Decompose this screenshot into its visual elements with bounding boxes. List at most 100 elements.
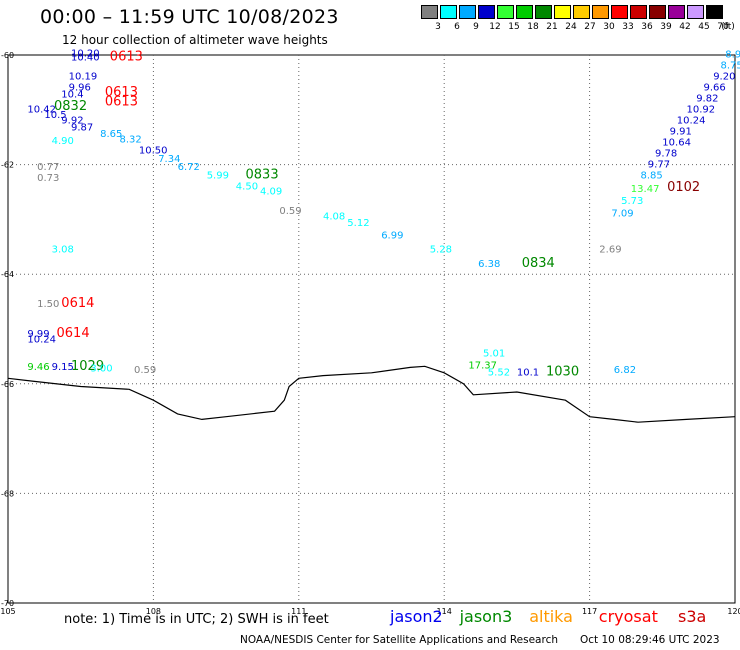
legend-swatch — [630, 5, 647, 19]
legend-swatch — [668, 5, 685, 19]
wave-height-label: 1.50 — [37, 299, 59, 310]
wave-height-label: 10.5 — [44, 110, 66, 121]
pass-time-label: 1030 — [546, 365, 579, 380]
legend-tick-label: 45 — [698, 22, 710, 32]
wave-height-label: 6.72 — [178, 162, 200, 173]
wave-height-label: 5.99 — [207, 170, 229, 181]
wave-height-label: 13.47 — [631, 184, 660, 195]
wave-height-label: 6.38 — [478, 259, 500, 270]
legend-swatch — [554, 5, 571, 19]
satellite-jason3: jason3 — [459, 607, 513, 626]
pass-time-label: 0613 — [110, 50, 143, 65]
wave-height-label: 8.97 — [725, 50, 740, 61]
legend-swatch — [459, 5, 476, 19]
wave-height-label: 2.69 — [599, 244, 621, 255]
wave-height-label: 5.28 — [430, 244, 452, 255]
pass-time-label: 0833 — [246, 167, 279, 182]
wave-height-label: 0.59 — [279, 206, 301, 217]
pass-time-label: 0832 — [54, 99, 87, 114]
wave-height-label: 4.08 — [323, 211, 345, 222]
wave-height-label: 17.37 — [468, 361, 497, 372]
wave-height-label: 9.87 — [71, 123, 93, 134]
x-tick-label: 114 — [437, 607, 452, 616]
wave-height-label: 10.40 — [71, 53, 100, 64]
legend-swatch — [497, 5, 514, 19]
x-tick-label: 117 — [582, 607, 597, 616]
wave-height-label: 4.50 — [236, 181, 258, 192]
wave-height-label: 7.09 — [611, 209, 633, 220]
wave-height-label: 9.46 — [27, 362, 49, 373]
pass-time-label: 1029 — [71, 359, 104, 374]
legend-tick-label: 21 — [546, 22, 558, 32]
legend-tick-label: 27 — [584, 22, 596, 32]
legend-swatch — [687, 5, 704, 19]
wave-height-label: 6.82 — [614, 365, 636, 376]
legend-tick-label: 33 — [622, 22, 634, 32]
pass-time-label: 0613 — [105, 94, 138, 109]
x-tick-label: 120 — [727, 607, 740, 616]
wave-height-label: 0.73 — [37, 173, 59, 184]
legend-tick-label: 9 — [473, 22, 479, 32]
axis-tick-labels: 105 108 111 114 117 120 -60 -62 -64 -66 -68 -70 — [0, 51, 740, 616]
y-tick-label: -62 — [1, 161, 14, 170]
credit-line: NOAA/NESDIS Center for Satellite Applica… — [240, 634, 558, 646]
wave-height-label: 9.92 — [61, 116, 83, 127]
legend-swatch — [516, 5, 533, 19]
legend-tick-label: 24 — [565, 22, 577, 32]
legend-tick-label: 39 — [660, 22, 672, 32]
legend-tick-label: 18 — [527, 22, 539, 32]
legend-unit: (ft) — [721, 22, 735, 32]
wave-height-label: 8.32 — [120, 135, 142, 146]
y-tick-label: -60 — [1, 51, 14, 60]
legend-tick-label: 42 — [679, 22, 691, 32]
y-tick-label: -68 — [1, 489, 14, 498]
y-tick-label: -66 — [1, 380, 14, 389]
legend-swatch — [440, 5, 457, 19]
satellite-s3a: s3a — [678, 607, 707, 626]
wave-height-label: 9.20 — [713, 72, 735, 83]
wave-height-label: 9.15 — [52, 362, 74, 373]
legend-swatch — [649, 5, 666, 19]
map-frame — [7, 54, 736, 604]
y-tick-label: -64 — [1, 270, 14, 279]
wave-height-label: 6.99 — [381, 231, 403, 242]
legend-tick-label: 30 — [603, 22, 615, 32]
wave-height-label: 9.96 — [69, 83, 91, 94]
legend-swatch — [573, 5, 590, 19]
wave-height-label: 8.65 — [100, 129, 122, 140]
chart-title: 00:00 – 11:59 UTC 10/08/2023 — [40, 6, 339, 28]
satellite-cryosat: cryosat — [598, 607, 658, 626]
pass-time-label: 0834 — [522, 256, 555, 271]
wave-height-label: 8.75 — [721, 61, 740, 72]
x-tick-label: 111 — [291, 607, 306, 616]
wave-height-label: 4.09 — [260, 187, 282, 198]
legend-swatch — [611, 5, 628, 19]
wave-height-label: 9.82 — [696, 94, 718, 105]
legend-swatch — [421, 5, 438, 19]
wave-height-label: 9.77 — [648, 159, 670, 170]
wave-height-label: 0.59 — [134, 365, 156, 376]
wave-height-label: 10.20 — [71, 49, 100, 60]
wave-height-label: 8.85 — [641, 170, 663, 181]
antarctic-coastline — [7, 365, 736, 423]
wave-height-label: 10.64 — [662, 137, 691, 148]
wave-height-label: 3.08 — [52, 244, 74, 255]
pass-time-label: 0102 — [667, 180, 700, 195]
legend-tick-label: 70 — [717, 22, 729, 32]
wave-height-label: 10.1 — [517, 368, 539, 379]
wave-height-label: 9.66 — [704, 83, 726, 94]
wave-height-label: 10.92 — [687, 105, 716, 116]
wave-height-label: 10.42 — [27, 105, 56, 116]
wave-height-label: 5.12 — [347, 218, 369, 229]
wave-height-label: 0.77 — [37, 162, 59, 173]
pass-time-label: 0614 — [61, 296, 94, 311]
x-tick-label: 108 — [146, 607, 161, 616]
wave-height-label: 10.24 — [27, 335, 56, 346]
wave-height-label: 5.01 — [483, 348, 505, 359]
wave-height-label: 10.19 — [69, 72, 98, 83]
wave-height-label: 10.24 — [677, 116, 706, 127]
wave-height-label: 9.91 — [670, 127, 692, 138]
wave-height-label: 4.90 — [52, 136, 74, 147]
